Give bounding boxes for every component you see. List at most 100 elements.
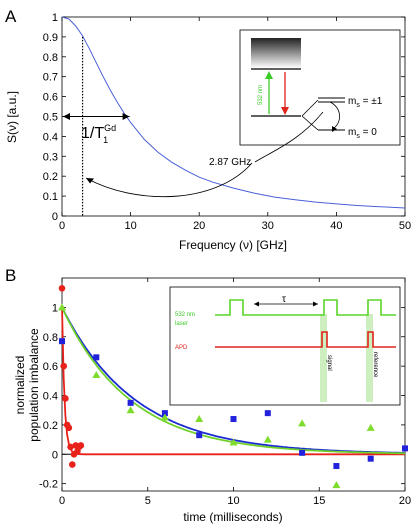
data-point-circle bbox=[62, 395, 69, 402]
energy-level-inset: 532 nm ms = ±1 ms = 0 bbox=[239, 29, 401, 163]
data-point-square bbox=[264, 410, 271, 417]
x-axis-label-a: Frequency (ν) [GHz] bbox=[179, 238, 287, 252]
panel-label-b: B bbox=[5, 266, 16, 285]
data-point-triangle bbox=[126, 406, 135, 414]
y-tick-label-b: 0.4 bbox=[43, 391, 58, 403]
y-tick-label-a: 0.5 bbox=[43, 112, 58, 124]
y-tick-label-b: 0.6 bbox=[43, 361, 58, 373]
apd-gate-trace bbox=[215, 331, 396, 348]
excited-band bbox=[251, 38, 301, 68]
y-tick-label-b: 1 bbox=[52, 302, 58, 314]
inset-b-frame bbox=[169, 286, 401, 406]
x-tick-label-a: 0 bbox=[59, 220, 65, 232]
x-tick-label-b: 0 bbox=[59, 495, 65, 507]
data-point-triangle bbox=[195, 415, 204, 423]
data-point-square bbox=[127, 399, 134, 406]
x-axis-label-b: time (milliseconds) bbox=[183, 510, 282, 524]
data-point-square bbox=[333, 463, 340, 470]
y-tick-label-a: 0 bbox=[52, 211, 58, 223]
ms-transition-arrowhead bbox=[332, 126, 337, 132]
y-tick-label-a: 0.8 bbox=[43, 52, 58, 64]
y-tick-label-a: 0.7 bbox=[43, 72, 58, 84]
laser-pulse-trace bbox=[215, 299, 396, 316]
splitting-label: 2.87 GHz bbox=[209, 157, 251, 168]
data-point-circle bbox=[65, 424, 73, 432]
data-point-square bbox=[402, 445, 408, 452]
data-point-triangle bbox=[332, 481, 341, 489]
data-point-circle bbox=[58, 284, 66, 292]
x-tick-label-b: 10 bbox=[227, 495, 239, 507]
data-point-square bbox=[59, 338, 65, 345]
y-axis-label-b-line1: normalized bbox=[13, 356, 27, 415]
data-point-triangle bbox=[298, 419, 307, 427]
tau-arrowhead-left bbox=[254, 301, 259, 307]
split-line-up bbox=[301, 99, 319, 117]
x-tick-label-a: 30 bbox=[262, 220, 274, 232]
ms1-label: ms = ±1 bbox=[348, 96, 383, 109]
data-point-circle bbox=[68, 461, 76, 468]
y-axis-label-b-line2: population imbalance bbox=[27, 328, 41, 442]
data-point-circle bbox=[67, 443, 74, 451]
reference-window bbox=[366, 314, 373, 402]
splitting-curved-arrow bbox=[85, 162, 253, 198]
fit-curve bbox=[61, 307, 405, 456]
reference-label: reference bbox=[372, 352, 378, 378]
y-tick-label-b: 0.2 bbox=[43, 420, 58, 432]
signal-label: signal bbox=[326, 355, 332, 371]
axes-b: 0 5 10 15 20-0.200.20.40.60.81 bbox=[39, 277, 411, 507]
data-point-circle bbox=[77, 442, 85, 449]
ms0-label: ms = 0 bbox=[348, 127, 377, 140]
x-tick-label-b: 20 bbox=[399, 495, 411, 507]
data-point-square bbox=[93, 354, 100, 361]
apd-label: APD bbox=[175, 345, 188, 351]
data-point-triangle bbox=[229, 438, 238, 446]
data-point-triangle bbox=[160, 413, 169, 421]
x-tick-label-b: 15 bbox=[313, 495, 325, 507]
laser-label-line2: laser bbox=[175, 321, 188, 327]
data-point-square bbox=[230, 416, 237, 423]
x-tick-label-b: 5 bbox=[145, 495, 151, 507]
tau-label: τ bbox=[282, 294, 286, 305]
emission-arrowhead bbox=[281, 107, 289, 115]
data-point-square bbox=[161, 410, 168, 417]
spectrum-curve bbox=[61, 16, 406, 209]
data-point-circle bbox=[60, 362, 68, 370]
data-point-square bbox=[299, 449, 306, 456]
data-point-square bbox=[367, 455, 374, 462]
data-points bbox=[58, 284, 408, 489]
x-tick-label-a: 10 bbox=[124, 220, 136, 232]
laser-label-line1: 532 nm bbox=[175, 312, 195, 318]
linewidth-arrowhead-left bbox=[63, 113, 70, 120]
y-tick-label-a: 0.3 bbox=[43, 151, 58, 163]
data-point-triangle bbox=[92, 370, 101, 378]
x-tick-label-a: 50 bbox=[399, 220, 411, 232]
y-tick-label-a: 0.2 bbox=[43, 171, 58, 183]
y-tick-label-b: 0.8 bbox=[43, 332, 58, 344]
y-tick-label-b: -0.2 bbox=[39, 479, 58, 491]
linewidth-label: 1/TGd 1 bbox=[81, 123, 116, 145]
tau-arrowhead-right bbox=[313, 301, 318, 307]
y-tick-label-a: 1 bbox=[52, 12, 58, 24]
data-point-triangle bbox=[58, 303, 66, 311]
ms-transition-arrow bbox=[329, 101, 340, 129]
axes-a-ticks: 0 10 20 30 40 50 0 0.1 0.2 0.3 0.4 0.5 0.6 0.7 0.8 0.9 1 bbox=[43, 12, 411, 232]
pulse-sequence-inset: τ 532 nm laser APD signal reference bbox=[169, 286, 401, 406]
y-tick-label-b: 0 bbox=[52, 449, 58, 461]
laser-arrowhead bbox=[265, 71, 273, 79]
data-point-triangle bbox=[366, 423, 375, 431]
inset-connector bbox=[254, 111, 324, 163]
signal-window bbox=[320, 314, 327, 402]
splitting-arrowhead bbox=[86, 178, 94, 184]
y-axis-label-a: S(ν) [a.u.] bbox=[5, 91, 19, 143]
y-tick-label-a: 0.9 bbox=[43, 32, 58, 44]
x-tick-label-a: 20 bbox=[193, 220, 205, 232]
x-tick-label-a: 40 bbox=[330, 220, 342, 232]
data-point-square bbox=[196, 432, 203, 439]
linewidth-double-arrow bbox=[63, 113, 130, 120]
y-tick-label-a: 0.4 bbox=[43, 131, 58, 143]
y-tick-label-a: 0.1 bbox=[43, 191, 58, 203]
axes-a: 0 10 20 30 40 50 0 0.1 0.2 0.3 0.4 0.5 0.6 0.7 0.8 0.9 1… bbox=[43, 12, 411, 232]
laser-wavelength-label: 532 nm bbox=[258, 85, 264, 105]
panel-label-a: A bbox=[5, 7, 17, 26]
